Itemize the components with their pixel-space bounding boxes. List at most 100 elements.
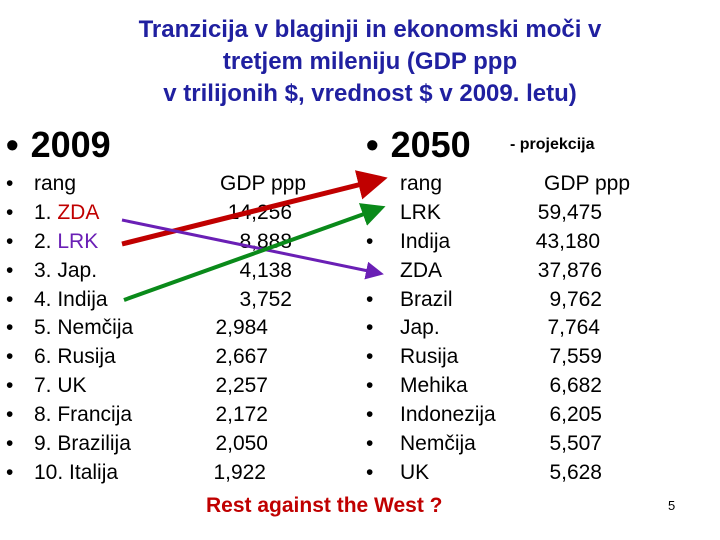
heading-2050: • 2050 <box>366 124 471 166</box>
list-item: • Nemčija <box>366 430 566 459</box>
list-item: • 10. Italija <box>6 459 206 488</box>
gdp-value: 6,205 <box>549 403 602 427</box>
gdp-value: 6,682 <box>549 374 602 398</box>
bullet: • <box>366 287 374 311</box>
heading-2009: • 2009 <box>6 124 111 166</box>
bullet: • <box>366 403 374 427</box>
bullet: • <box>366 432 374 456</box>
gdp-header: GDP ppp <box>220 172 306 195</box>
gdp-value: 3,752 <box>239 287 292 311</box>
bullet: • <box>6 124 19 165</box>
slide-title: Tranzicija v blaginji in ekonomski moči … <box>60 14 680 110</box>
bullet: • <box>6 229 14 253</box>
gdp-value: 2,172 <box>215 403 268 427</box>
country-label: Indonezija <box>400 403 496 427</box>
arrow-zda-red <box>121 170 388 247</box>
list-item: • 6. Rusija <box>6 343 206 372</box>
bullet: • <box>366 345 374 369</box>
list-item: • Mehika <box>366 372 566 401</box>
bullet: • <box>6 460 14 484</box>
gdp-value: 7,764 <box>547 316 600 340</box>
gdp-value: 7,559 <box>549 345 602 369</box>
bullet: • <box>366 229 374 253</box>
arrow-indija-green <box>123 203 386 302</box>
gdp-value: 5,507 <box>549 432 602 456</box>
list-item: • 2. LRK <box>6 228 206 257</box>
bullet: • <box>366 316 374 340</box>
rank-number: 1. <box>34 200 58 224</box>
ranking-2009-list: • rang • 1. ZDA • 2. LRK • 3. Jap. • 4. Indij… <box>6 170 206 488</box>
list-item: • 1. ZDA <box>6 199 206 228</box>
list-item: • rang <box>6 170 206 199</box>
rank-label: 2. LRK <box>34 228 98 257</box>
list-item: • Rusija <box>366 343 566 372</box>
gdp-value: 1,922 <box>213 460 266 484</box>
gdp-value: 5,628 <box>549 460 602 484</box>
country-label: LRK <box>57 229 99 253</box>
list-item: • Jap. <box>366 314 566 343</box>
list-item: • 4. Indija <box>6 286 206 315</box>
list-item: • 5. Nemčija <box>6 314 206 343</box>
bullet: • <box>366 460 374 484</box>
list-item: • 7. UK <box>6 372 206 401</box>
page-number: 5 <box>668 498 676 513</box>
bullet: • <box>6 172 14 195</box>
rank-label: 1. ZDA <box>34 199 99 228</box>
rank-label: 10. Italija <box>34 460 119 484</box>
gdp-value: 2,050 <box>215 432 268 456</box>
rank-header: rang <box>34 172 77 195</box>
gdp-2009-column: GDP ppp 14,256 8,888 4,138 3,752 2,984 2… <box>196 170 306 488</box>
rank-label: 9. Brazilija <box>34 432 131 456</box>
gdp-header: GDP ppp <box>544 172 630 195</box>
list-item: • Indija <box>366 228 566 257</box>
year-2009: 2009 <box>30 124 111 165</box>
list-item: • 9. Brazilija <box>6 430 206 459</box>
gdp-value: 59,475 <box>537 200 602 224</box>
arrow-lrk-purple <box>121 218 384 280</box>
list-item: • Indonezija <box>366 401 566 430</box>
country-label: Rusija <box>400 345 459 369</box>
country-label: Jap. <box>400 316 440 340</box>
country-label: LRK <box>400 200 441 224</box>
gdp-value: 9,762 <box>549 287 602 311</box>
list-item: • Brazil <box>366 286 566 315</box>
gdp-value: 37,876 <box>537 258 602 282</box>
rank-label: 3. Jap. <box>34 258 98 282</box>
bullet: • <box>6 345 14 369</box>
gdp-value: 4,138 <box>239 258 292 282</box>
gdp-value: 2,667 <box>215 345 268 369</box>
country-label: ZDA <box>57 200 100 224</box>
gdp-value: 2,257 <box>215 374 268 398</box>
title-line-2: tretjem mileniju (GDP ppp <box>222 48 518 75</box>
bullet: • <box>366 124 379 165</box>
title-line-3: v trilijonih $, vrednost $ v 2009. letu) <box>163 80 577 107</box>
list-item: • 8. Francija <box>6 401 206 430</box>
gdp-value: 43,180 <box>535 229 600 253</box>
list-item: • 3. Jap. <box>6 257 206 286</box>
country-label: Brazil <box>400 287 453 311</box>
rank-header: rang <box>400 172 443 195</box>
title-line-1: Tranzicija v blaginji in ekonomski moči … <box>138 16 602 43</box>
rank-label: 7. UK <box>34 374 87 398</box>
bullet: • <box>6 200 14 224</box>
rank-label: 5. Nemčija <box>34 316 134 340</box>
rank-label: 4. Indija <box>34 287 108 311</box>
bullet: • <box>6 374 14 398</box>
ranking-2050-list: • rang • LRK • Indija • ZDA • Brazil • Jap. • R… <box>366 170 566 488</box>
rank-number: 2. <box>34 229 58 253</box>
bullet: • <box>366 374 374 398</box>
country-label: UK <box>400 460 430 484</box>
bullet: • <box>6 258 14 282</box>
rank-label: 6. Rusija <box>34 345 116 369</box>
bullet: • <box>6 403 14 427</box>
bullet: • <box>6 316 14 340</box>
projection-note: - projekcija <box>510 136 595 153</box>
bullet: • <box>6 432 14 456</box>
gdp-2050-column: GDP ppp 59,475 43,180 37,876 9,762 7,764… <box>510 170 630 488</box>
country-label: Mehika <box>400 374 468 398</box>
footer-caption: Rest against the West ? <box>206 494 443 517</box>
rank-label: 8. Francija <box>34 403 133 427</box>
gdp-value: 2,984 <box>215 316 268 340</box>
bullet: • <box>6 287 14 311</box>
